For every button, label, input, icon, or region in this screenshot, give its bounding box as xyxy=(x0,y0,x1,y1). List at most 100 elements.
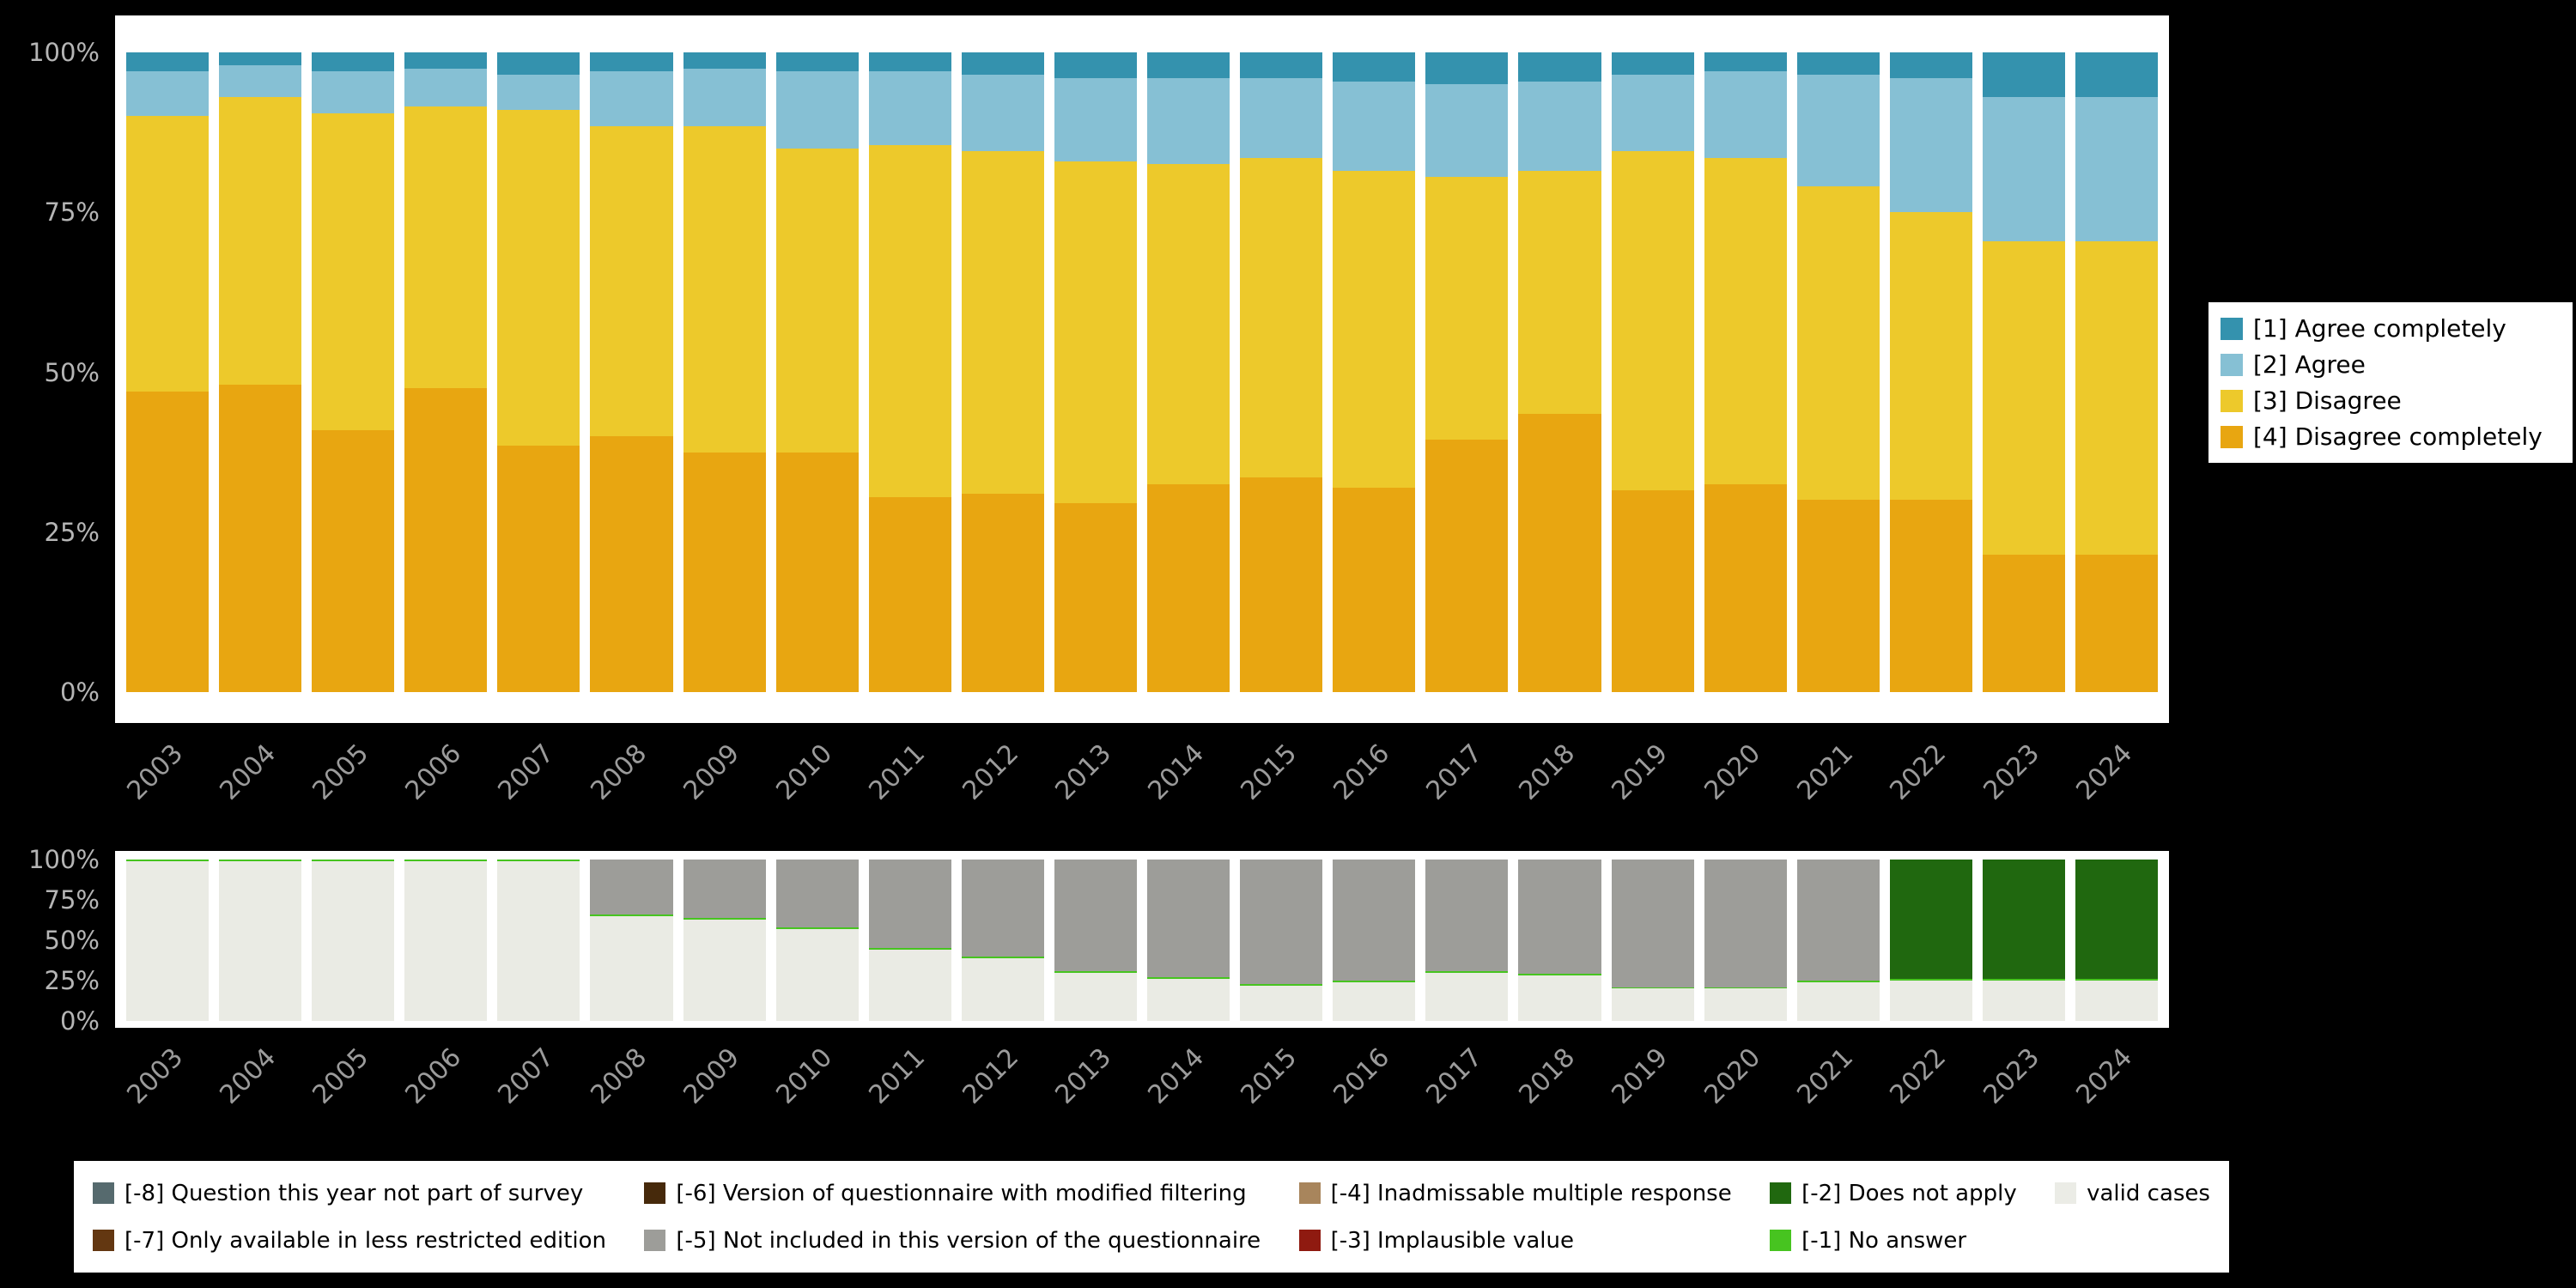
segment-valid-cases xyxy=(590,915,673,1021)
legend-label: valid cases xyxy=(2087,1180,2210,1206)
bar-2003 xyxy=(126,860,210,1021)
segment-disagree xyxy=(1889,212,1972,501)
segment-valid-cases xyxy=(1518,975,1601,1021)
segment-no-answer xyxy=(961,956,1044,958)
x-tick: 2019 xyxy=(1607,730,1694,863)
x-tick: 2004 xyxy=(214,730,301,863)
segment-no-answer xyxy=(2075,979,2159,981)
legend-swatch xyxy=(644,1230,666,1251)
x-tick-label: 2005 xyxy=(307,1042,374,1110)
segment-disagree-completely xyxy=(1611,490,1694,692)
x-tick-label: 2021 xyxy=(1791,738,1860,806)
x-tick-label: 2023 xyxy=(1977,1042,2045,1110)
x-tick: 2024 xyxy=(2070,1034,2158,1167)
segment-agree-completely xyxy=(1425,52,1509,85)
legend-item: [-5] Not included in this version of the… xyxy=(644,1228,1261,1254)
x-tick: 2005 xyxy=(307,730,394,863)
y-tick-label: 100% xyxy=(28,845,100,874)
segment-disagree-completely xyxy=(775,452,859,692)
x-tick: 2005 xyxy=(307,1034,394,1167)
segment-disagree-completely xyxy=(1240,477,1323,692)
legend-swatch xyxy=(1770,1230,1792,1251)
legend-swatch xyxy=(644,1182,666,1204)
segment-valid-cases xyxy=(868,950,951,1021)
x-tick-label: 2011 xyxy=(863,738,932,806)
legend-item: [-6] Version of questionnaire with modif… xyxy=(644,1181,1261,1206)
x-tick: 2022 xyxy=(1885,730,1972,863)
bar-2021 xyxy=(1796,52,1880,692)
segment-no-answer xyxy=(1704,987,1787,989)
x-tick: 2008 xyxy=(586,1034,672,1167)
x-tick: 2009 xyxy=(678,730,766,863)
segment-disagree xyxy=(1147,164,1230,484)
bar-2015 xyxy=(1240,860,1323,1021)
legend-swatch xyxy=(1298,1182,1321,1204)
bar-2012 xyxy=(961,860,1044,1021)
segment-agree xyxy=(2075,97,2159,241)
bar-2023 xyxy=(1982,860,2065,1021)
results-plot-area xyxy=(126,52,2159,692)
x-tick-label: 2021 xyxy=(1791,1042,1860,1110)
segment-valid-cases xyxy=(1704,988,1787,1021)
x-tick: 2006 xyxy=(399,1034,487,1167)
missing-y-axis: 100% 75% 50% 25% 0% xyxy=(0,845,105,1036)
legend-label: [-7] Only available in less restricted e… xyxy=(125,1227,607,1254)
bar-2015 xyxy=(1240,52,1323,692)
legend-item: [-4] Inadmissable multiple response xyxy=(1298,1181,1732,1206)
segment-disagree-completely xyxy=(1704,483,1787,692)
legend-label: [3] Disagree xyxy=(2253,386,2402,415)
x-tick-label: 2022 xyxy=(1884,1042,1953,1110)
segment-valid-cases xyxy=(1333,981,1416,1021)
x-tick: 2010 xyxy=(771,1034,859,1167)
legend-swatch xyxy=(1770,1182,1792,1204)
segment-disagree-completely xyxy=(1333,487,1416,692)
x-tick: 2021 xyxy=(1792,1034,1880,1167)
segment-disagree xyxy=(1333,170,1416,488)
x-tick: 2012 xyxy=(957,1034,1044,1167)
bar-2017 xyxy=(1425,52,1509,692)
bar-2012 xyxy=(961,52,1044,692)
x-tick: 2016 xyxy=(1327,1034,1415,1167)
segment-agree-completely xyxy=(1889,52,1972,78)
segment-no-answer xyxy=(1425,970,1509,973)
bar-2010 xyxy=(775,52,859,692)
segment-valid-cases xyxy=(1611,988,1694,1021)
bar-2023 xyxy=(1982,52,2065,692)
segment-valid-cases xyxy=(2075,980,2159,1021)
segment-does-not-apply xyxy=(1982,860,2065,980)
segment-no-answer xyxy=(1982,979,2065,981)
x-tick: 2010 xyxy=(771,730,859,863)
y-tick-label: 0% xyxy=(59,1006,100,1036)
segment-not-included xyxy=(1240,860,1323,984)
x-tick-label: 2003 xyxy=(121,738,189,806)
x-tick: 2021 xyxy=(1792,730,1880,863)
segment-disagree xyxy=(1982,240,2065,555)
x-tick-label: 2022 xyxy=(1884,738,1953,806)
segment-disagree-completely xyxy=(590,435,673,692)
segment-disagree-completely xyxy=(1425,439,1509,692)
legend-label: [-8] Question this year not part of surv… xyxy=(125,1180,584,1206)
segment-no-answer xyxy=(775,927,859,929)
segment-not-included xyxy=(1704,860,1787,987)
segment-not-included xyxy=(868,860,951,949)
segment-no-answer xyxy=(219,860,302,861)
bar-2009 xyxy=(683,52,766,692)
y-tick-label: 50% xyxy=(44,357,100,387)
legend-swatch xyxy=(2055,1182,2077,1204)
x-tick-label: 2017 xyxy=(1420,738,1489,806)
x-tick: 2014 xyxy=(1142,1034,1230,1167)
bar-2013 xyxy=(1054,52,1138,692)
x-tick: 2017 xyxy=(1420,1034,1508,1167)
legend-item: [-3] Implausible value xyxy=(1298,1227,1732,1254)
results-y-axis: 100% 75% 50% 25% 0% xyxy=(0,38,105,707)
legend-label: [-1] No answer xyxy=(1801,1227,1967,1254)
segment-no-answer xyxy=(1054,970,1138,973)
bar-2005 xyxy=(312,52,395,692)
x-tick-label: 2016 xyxy=(1327,738,1396,806)
x-tick-label: 2018 xyxy=(1513,738,1582,806)
legend-label: [-3] Implausible value xyxy=(1330,1227,1574,1254)
bar-2011 xyxy=(868,52,951,692)
missing-plot-area xyxy=(126,860,2159,1021)
segment-valid-cases xyxy=(1982,980,2065,1021)
bar-2011 xyxy=(868,860,951,1021)
